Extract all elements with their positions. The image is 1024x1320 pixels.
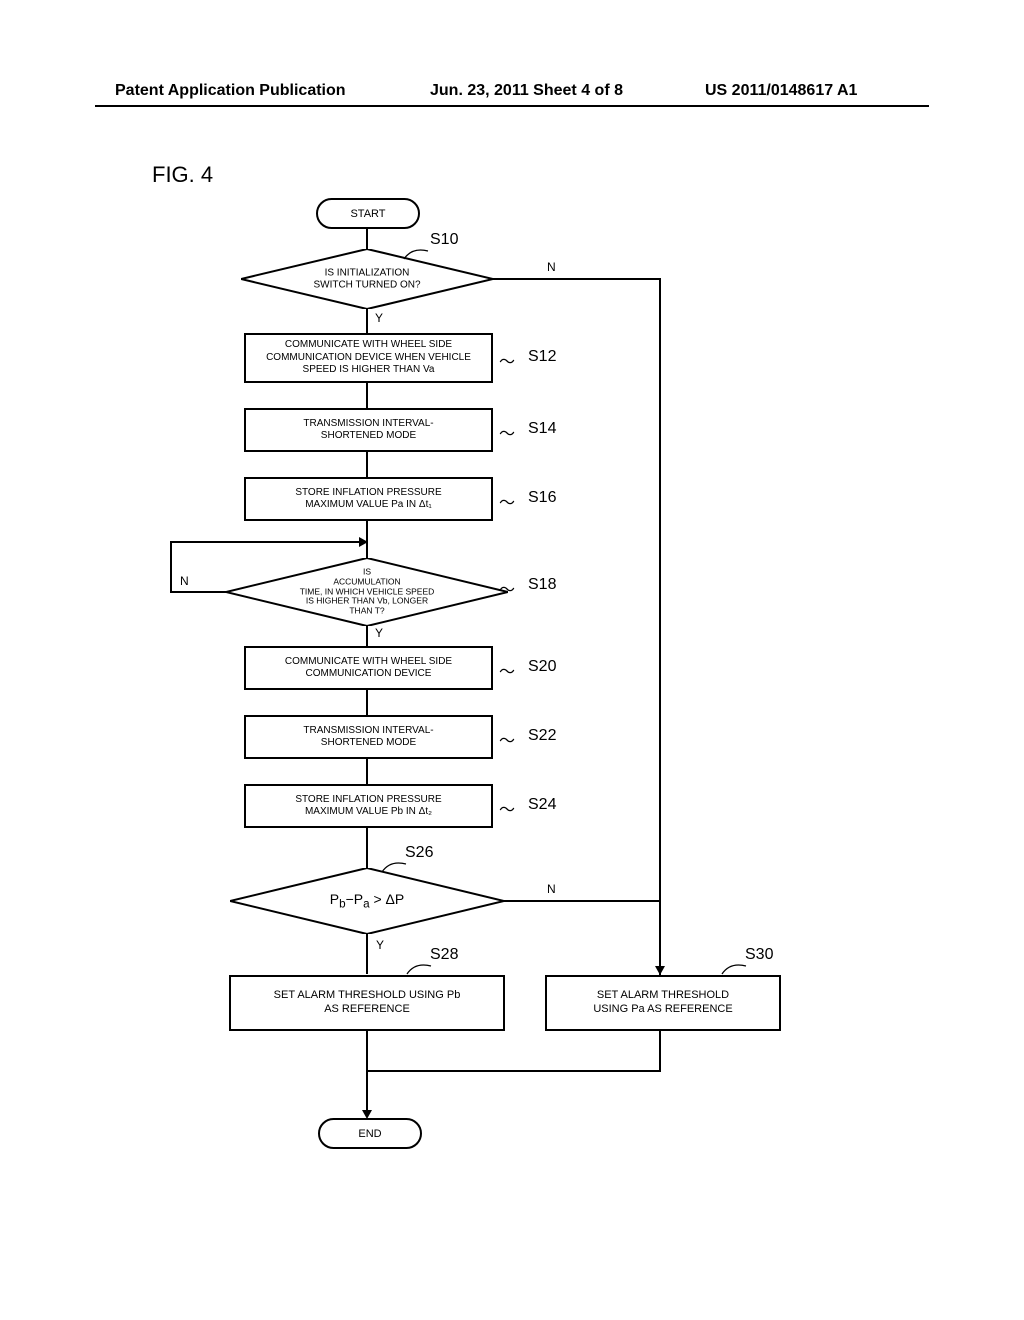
node-s16: STORE INFLATION PRESSUREMAXIMUM VALUE Pa… bbox=[244, 477, 493, 521]
edge bbox=[366, 757, 368, 784]
label-s30: S30 bbox=[745, 946, 773, 964]
edge-label-y: Y bbox=[375, 311, 383, 325]
edge-label-y: Y bbox=[375, 626, 383, 640]
node-s22-text: TRANSMISSION INTERVAL-SHORTENED MODE bbox=[303, 725, 433, 750]
label-s10: S10 bbox=[430, 231, 458, 249]
edge bbox=[366, 541, 368, 558]
node-s10: IS INITIALIZATIONSWITCH TURNED ON? bbox=[241, 249, 493, 309]
node-start: START bbox=[316, 198, 420, 229]
edge bbox=[366, 934, 368, 974]
node-s10-text: IS INITIALIZATIONSWITCH TURNED ON? bbox=[241, 268, 493, 291]
header-left: Patent Application Publication bbox=[115, 82, 346, 100]
node-s14-text: TRANSMISSION INTERVAL-SHORTENED MODE bbox=[303, 418, 433, 443]
edge bbox=[170, 591, 226, 593]
node-start-text: START bbox=[350, 208, 385, 220]
connector-s26 bbox=[380, 860, 408, 874]
edge bbox=[366, 688, 368, 715]
edge bbox=[366, 1070, 661, 1072]
label-s28: S28 bbox=[430, 946, 458, 964]
label-s16: S16 bbox=[528, 489, 556, 507]
edge bbox=[366, 309, 368, 333]
node-s24: STORE INFLATION PRESSUREMAXIMUM VALUE Pb… bbox=[244, 784, 493, 828]
tilde-icon: 〜 bbox=[499, 727, 515, 751]
node-end-text: END bbox=[358, 1128, 381, 1140]
node-s22: TRANSMISSION INTERVAL-SHORTENED MODE bbox=[244, 715, 493, 759]
edge bbox=[366, 1029, 368, 1084]
node-s12: COMMUNICATE WITH WHEEL SIDECOMMUNICATION… bbox=[244, 333, 493, 383]
edge bbox=[366, 450, 368, 477]
edge-label-n: N bbox=[547, 882, 556, 896]
label-s14: S14 bbox=[528, 420, 556, 438]
edge bbox=[170, 541, 172, 593]
label-s12: S12 bbox=[528, 348, 556, 366]
tilde-icon: 〜 bbox=[499, 796, 515, 820]
edge-label-n: N bbox=[547, 260, 556, 274]
node-s12-text: COMMUNICATE WITH WHEEL SIDECOMMUNICATION… bbox=[266, 339, 471, 377]
header-center: Jun. 23, 2011 Sheet 4 of 8 bbox=[430, 82, 623, 100]
node-s28: SET ALARM THRESHOLD USING PbAS REFERENCE bbox=[229, 975, 505, 1031]
node-end: END bbox=[318, 1118, 422, 1149]
node-s18: ISACCUMULATIONTIME, IN WHICH VEHICLE SPE… bbox=[226, 558, 508, 626]
tilde-icon: 〜 bbox=[499, 658, 515, 682]
edge-label-n: N bbox=[180, 574, 189, 588]
connector-s30 bbox=[720, 962, 748, 976]
edge bbox=[170, 541, 368, 543]
edge bbox=[659, 1029, 661, 1070]
header-right: US 2011/0148617 A1 bbox=[705, 82, 857, 100]
arrow-icon bbox=[655, 966, 665, 975]
connector-s28 bbox=[405, 962, 433, 976]
node-s28-text: SET ALARM THRESHOLD USING PbAS REFERENCE bbox=[274, 989, 461, 1017]
edge bbox=[659, 278, 661, 1070]
tilde-icon: 〜 bbox=[499, 489, 515, 513]
edge bbox=[366, 826, 368, 868]
edge bbox=[366, 227, 368, 249]
label-s24: S24 bbox=[528, 796, 556, 814]
connector-s10 bbox=[402, 247, 430, 261]
node-s16-text: STORE INFLATION PRESSUREMAXIMUM VALUE Pa… bbox=[295, 487, 441, 512]
edge bbox=[504, 900, 661, 902]
label-s26: S26 bbox=[405, 844, 433, 862]
node-s18-text: ISACCUMULATIONTIME, IN WHICH VEHICLE SPE… bbox=[226, 568, 508, 617]
header-divider bbox=[95, 105, 929, 107]
edge bbox=[493, 278, 661, 280]
node-s14: TRANSMISSION INTERVAL-SHORTENED MODE bbox=[244, 408, 493, 452]
label-s22: S22 bbox=[528, 727, 556, 745]
edge bbox=[366, 626, 368, 646]
node-s20-text: COMMUNICATE WITH WHEEL SIDECOMMUNICATION… bbox=[285, 656, 452, 681]
label-s20: S20 bbox=[528, 658, 556, 676]
tilde-icon: 〜 bbox=[499, 420, 515, 444]
node-s26-text: Pb−Pa > ΔP bbox=[230, 891, 504, 911]
label-s18: S18 bbox=[528, 576, 556, 594]
tilde-icon: 〜 bbox=[499, 576, 515, 600]
figure-label: FIG. 4 bbox=[152, 162, 213, 188]
node-s24-text: STORE INFLATION PRESSUREMAXIMUM VALUE Pb… bbox=[295, 794, 441, 819]
node-s20: COMMUNICATE WITH WHEEL SIDECOMMUNICATION… bbox=[244, 646, 493, 690]
node-s30: SET ALARM THRESHOLDUSING Pa AS REFERENCE bbox=[545, 975, 781, 1031]
node-s30-text: SET ALARM THRESHOLDUSING Pa AS REFERENCE bbox=[593, 989, 732, 1017]
edge bbox=[366, 381, 368, 408]
edge-label-y: Y bbox=[376, 938, 384, 952]
flowchart: START IS INITIALIZATIONSWITCH TURNED ON?… bbox=[0, 198, 1024, 1298]
node-s26: Pb−Pa > ΔP bbox=[230, 868, 504, 934]
tilde-icon: 〜 bbox=[499, 348, 515, 372]
